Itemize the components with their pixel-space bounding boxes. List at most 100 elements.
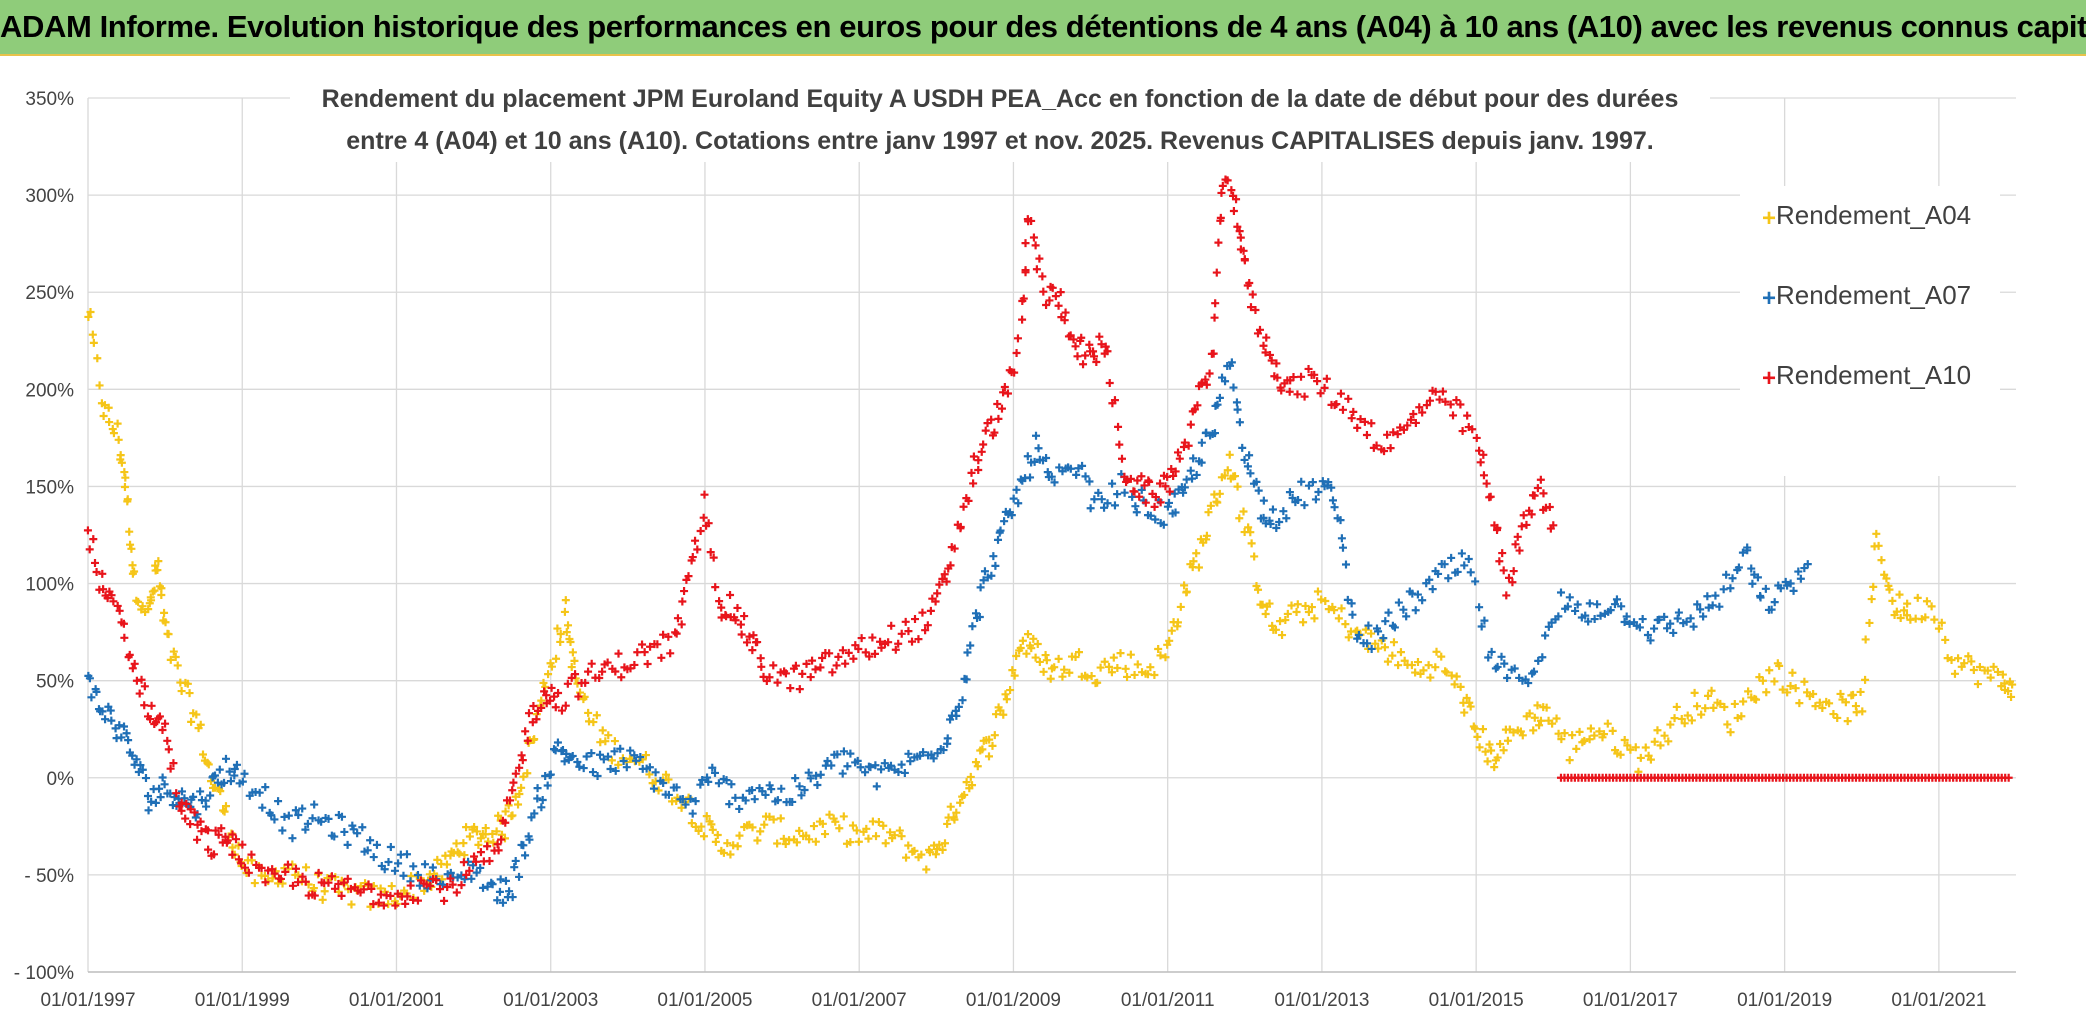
point-a04 (1083, 673, 1092, 682)
point-a07 (1689, 622, 1698, 631)
point-a07 (698, 775, 707, 784)
point-a07 (573, 757, 582, 766)
point-a04 (187, 717, 196, 726)
point-a07 (599, 755, 608, 764)
point-a07 (479, 883, 488, 892)
point-a04 (1818, 704, 1827, 713)
point-a07 (1347, 599, 1356, 608)
point-a07 (1100, 503, 1109, 512)
point-a10 (1403, 421, 1412, 430)
point-a04 (1758, 676, 1767, 685)
point-a04 (120, 482, 129, 491)
point-a07 (180, 794, 189, 803)
point-a10 (537, 703, 546, 712)
point-a10 (696, 527, 705, 536)
point-a10 (337, 891, 346, 900)
point-a10 (393, 889, 402, 898)
point-a07 (823, 756, 832, 765)
point-a10 (1217, 188, 1226, 197)
point-a04 (1858, 707, 1867, 716)
point-a10 (1456, 400, 1465, 409)
point-a07 (240, 769, 249, 778)
point-a10 (1031, 241, 1040, 250)
point-a04 (489, 838, 498, 847)
point-a07 (1110, 501, 1119, 510)
point-a10 (1320, 383, 1329, 392)
point-a04 (1585, 735, 1594, 744)
point-a04 (1407, 661, 1416, 670)
point-a07 (1708, 601, 1717, 610)
point-a07 (1530, 667, 1539, 676)
point-a10 (120, 633, 129, 642)
point-a04 (1006, 686, 1015, 695)
point-a07 (1786, 579, 1795, 588)
point-a04 (1934, 624, 1943, 633)
point-a07 (1108, 479, 1117, 488)
point-a10 (1235, 227, 1244, 236)
point-a10 (1349, 407, 1358, 416)
point-a04 (278, 879, 287, 888)
point-a10 (364, 880, 373, 889)
point-a10 (1151, 493, 1160, 502)
point-a10 (369, 900, 378, 909)
point-a07 (1444, 574, 1453, 583)
point-a10 (196, 817, 205, 826)
point-a10 (786, 684, 795, 693)
point-a07 (1137, 485, 1146, 494)
point-a04 (1330, 606, 1339, 615)
point-a04 (1921, 613, 1930, 622)
point-a04 (1533, 701, 1542, 710)
point-a07 (1719, 585, 1728, 594)
point-a10 (99, 585, 108, 594)
point-a04 (121, 473, 130, 482)
point-a04 (645, 770, 654, 779)
point-a10 (745, 632, 754, 641)
title-backdrop (290, 78, 1710, 162)
point-a10 (653, 640, 662, 649)
point-a04 (1568, 731, 1577, 740)
point-a10 (211, 826, 220, 835)
point-a04 (1176, 602, 1185, 611)
point-a04 (1413, 658, 1422, 667)
point-a10 (749, 631, 758, 640)
point-a10 (462, 870, 471, 879)
point-a10 (113, 601, 122, 610)
point-a10 (1092, 357, 1101, 366)
point-a04 (1800, 677, 1809, 686)
point-a07 (1050, 478, 1059, 487)
point-a10 (868, 633, 877, 642)
point-a04 (433, 855, 442, 864)
point-a04 (1093, 678, 1102, 687)
point-a07 (725, 800, 734, 809)
point-a10 (997, 404, 1006, 413)
point-a04 (1426, 673, 1435, 682)
point-a07 (101, 715, 110, 724)
point-a07 (856, 763, 865, 772)
point-a10 (1289, 373, 1298, 382)
point-a10 (731, 616, 740, 625)
point-a10 (413, 896, 422, 905)
point-a04 (228, 843, 237, 852)
point-a10 (452, 888, 461, 897)
point-a04 (544, 670, 553, 679)
point-a04 (552, 654, 561, 663)
point-a07 (1146, 511, 1155, 520)
point-a07 (1229, 383, 1238, 392)
point-a04 (664, 775, 673, 784)
point-a10 (494, 846, 503, 855)
point-a10 (109, 597, 118, 606)
point-a07 (115, 721, 124, 730)
point-a07 (1457, 549, 1466, 558)
point-a04 (1723, 720, 1732, 729)
point-a04 (1922, 597, 1931, 606)
point-a04 (1287, 601, 1296, 610)
point-a10 (1513, 532, 1522, 541)
point-a04 (1478, 725, 1487, 734)
point-a04 (1107, 668, 1116, 677)
point-a07 (317, 817, 326, 826)
x-tick-label: 01/01/2015 (1429, 990, 1524, 1011)
point-a10 (181, 814, 190, 823)
point-a07 (1042, 454, 1051, 463)
point-a04 (978, 745, 987, 754)
point-a04 (150, 586, 159, 595)
